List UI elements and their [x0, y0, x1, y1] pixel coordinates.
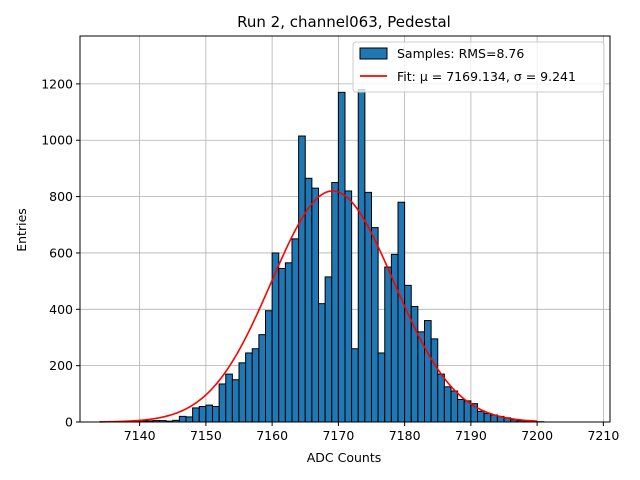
histogram-bar	[457, 398, 465, 423]
histogram-bar	[311, 187, 319, 423]
y-tick-label: 0	[65, 415, 73, 430]
histogram-bar	[344, 190, 353, 423]
histogram-bar	[212, 406, 220, 423]
histogram-bar	[304, 177, 313, 423]
histogram-bar	[284, 262, 293, 423]
x-tick-label: 7150	[190, 428, 222, 443]
histogram-bar	[198, 406, 207, 423]
legend-label-fit: Fit: μ = 7169.134, σ = 9.241	[397, 69, 576, 84]
histogram-bar	[265, 310, 273, 423]
histogram-bar	[477, 410, 485, 423]
plot-frame	[79, 35, 611, 423]
histogram-bar	[430, 338, 439, 423]
x-tick-label: 7160	[256, 428, 288, 443]
x-tick-label: 7180	[389, 428, 421, 443]
histogram-bar	[205, 404, 213, 423]
histogram-bar	[324, 276, 333, 423]
histogram-bar	[245, 352, 253, 423]
x-axis-label: ADC Counts	[307, 450, 382, 465]
chart-title: Run 2, channel063, Pedestal	[237, 13, 451, 31]
histogram-bar	[225, 373, 233, 423]
histogram-bar	[238, 362, 247, 423]
histogram-bar	[218, 383, 227, 423]
y-tick-label: 1000	[41, 133, 73, 148]
x-tick-label: 7190	[455, 428, 487, 443]
x-tick-label: 7170	[322, 428, 354, 443]
y-tick-label: 200	[49, 358, 73, 373]
histogram-bar	[192, 407, 200, 423]
histogram-bar	[251, 348, 260, 423]
y-axis-label: Entries	[14, 208, 29, 252]
histogram-bar	[337, 91, 346, 423]
legend-box	[352, 41, 605, 93]
histogram-bar	[397, 201, 406, 423]
histogram-bar	[424, 320, 432, 423]
y-tick-label: 400	[49, 302, 73, 317]
histogram-bar	[483, 413, 492, 423]
histogram-bar	[258, 334, 266, 423]
histogram-bar	[437, 373, 445, 423]
legend-swatch-samples	[359, 47, 388, 60]
histogram-bar	[357, 89, 366, 423]
fit-curve-group	[99, 190, 538, 423]
histogram-bar	[278, 267, 286, 423]
y-tick-label: 1200	[41, 76, 73, 91]
histogram-bar	[291, 238, 300, 423]
histogram-bar	[231, 379, 240, 423]
histogram-bar	[384, 266, 392, 423]
histogram-bar	[351, 348, 359, 423]
histogram-bar	[443, 386, 452, 423]
legend-label-samples: Samples: RMS=8.76	[397, 46, 524, 61]
histogram-bar	[318, 303, 326, 423]
x-tick-label: 7200	[521, 428, 553, 443]
x-tick-label: 7210	[587, 428, 619, 443]
axes: 7140 7150 7160 7170 7180 7190 7200 7210 0 200 400 6…	[41, 35, 619, 443]
x-tick-label: 7140	[124, 428, 156, 443]
histogram-bar	[298, 135, 306, 423]
histogram-bar	[450, 390, 459, 423]
histogram-bar	[185, 416, 194, 423]
histogram-bar	[331, 182, 339, 423]
histogram-bar	[404, 284, 412, 423]
legend: Samples: RMS=8.76 Fit: μ = 7169.134, σ =…	[352, 41, 605, 93]
y-tick-label: 600	[49, 245, 73, 260]
gaussian-fit-line	[99, 190, 538, 423]
y-tick-label: 800	[49, 189, 73, 204]
histogram-bars	[99, 89, 545, 423]
histogram-bar	[178, 415, 187, 423]
histogram-bar	[377, 352, 386, 423]
histogram-bar	[371, 227, 379, 423]
